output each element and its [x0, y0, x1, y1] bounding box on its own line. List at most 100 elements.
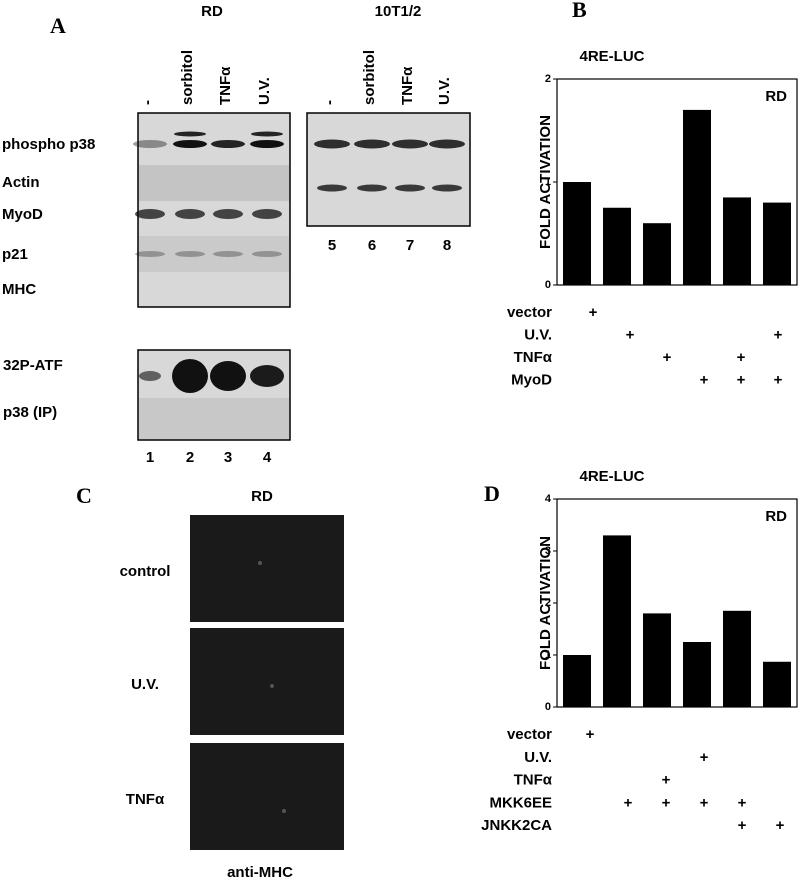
condition-label: MKK6EE — [489, 794, 552, 811]
blot — [306, 112, 471, 227]
blot-band — [175, 251, 205, 257]
condition-mark: + — [776, 817, 785, 834]
y-tick-label: 1 — [545, 176, 551, 188]
y-tick-label: 1 — [545, 649, 551, 661]
row-label: MyoD — [2, 206, 43, 223]
row-label: U.V. — [131, 676, 159, 693]
lane-number: 8 — [443, 237, 451, 254]
row-label: control — [120, 563, 171, 580]
condition-mark: + — [662, 772, 671, 789]
bar — [643, 613, 671, 707]
bar — [603, 207, 631, 285]
condition-mark: + — [737, 349, 746, 366]
condition-mark: + — [700, 749, 709, 766]
lane-number: 6 — [368, 237, 376, 254]
blot-band — [139, 371, 161, 381]
blot-band — [252, 251, 282, 257]
y-axis-label: FOLD ACTIVATION — [537, 115, 554, 249]
bar — [723, 610, 751, 707]
lane-number: 5 — [328, 237, 336, 254]
blot-strip — [139, 236, 289, 272]
condition-label: TNFα — [514, 772, 553, 789]
cell-line-label: 10T1/2 — [375, 3, 422, 20]
lane-label: TNFα — [399, 66, 416, 105]
condition-mark: + — [738, 794, 747, 811]
panel-letter: B — [572, 0, 587, 22]
blot-band — [251, 131, 283, 137]
condition-mark: + — [774, 371, 783, 388]
blot-band — [133, 140, 167, 148]
lane-label: - — [139, 100, 156, 105]
lane-number: 7 — [406, 237, 414, 254]
blot-band — [392, 139, 428, 149]
lane-number: 4 — [263, 449, 272, 466]
bar — [683, 109, 711, 286]
y-tick-label: 2 — [545, 597, 551, 609]
inset-label: RD — [765, 88, 787, 105]
bar — [643, 223, 671, 285]
plot-frame — [556, 78, 798, 286]
blot-strip — [139, 398, 289, 439]
cell-line-label: RD — [201, 3, 223, 20]
blot-band — [173, 140, 207, 148]
blot-band — [174, 131, 206, 137]
bar — [683, 642, 711, 707]
y-tick-label: 2 — [545, 73, 551, 85]
blot-band — [172, 359, 208, 393]
bar — [763, 661, 791, 707]
blot-strip — [139, 165, 289, 201]
blot-band — [210, 361, 246, 391]
bar — [723, 197, 751, 285]
panel-letter: C — [76, 483, 92, 508]
micrograph-speck — [258, 561, 262, 565]
blot-band — [395, 184, 425, 192]
condition-mark: + — [626, 326, 635, 343]
condition-mark: + — [774, 326, 783, 343]
condition-label: MyoD — [511, 371, 552, 388]
row-label: p21 — [2, 246, 28, 263]
micrograph-speck — [282, 809, 286, 813]
lane-label: sorbitol — [361, 50, 378, 105]
blot-band — [317, 184, 347, 192]
blot-band — [250, 140, 284, 148]
condition-label: vector — [507, 726, 552, 743]
lane-number: 2 — [186, 449, 194, 466]
lane-label: TNFα — [217, 66, 234, 105]
inset-label: RD — [765, 508, 787, 525]
condition-mark: + — [662, 794, 671, 811]
micrograph — [190, 743, 344, 850]
lane-label: - — [321, 100, 338, 105]
blot-band — [314, 139, 350, 149]
blot-band — [211, 140, 245, 148]
panel-title: RD — [251, 488, 273, 505]
condition-mark: + — [737, 371, 746, 388]
y-tick-label: 3 — [545, 545, 551, 557]
condition-mark: + — [700, 794, 709, 811]
bar — [763, 202, 791, 285]
condition-mark: + — [738, 817, 747, 834]
micrograph-speck — [270, 684, 274, 688]
blot-band — [135, 251, 165, 257]
caption: anti-MHC — [227, 864, 293, 881]
bar — [563, 655, 591, 707]
panel-letter: D — [484, 481, 500, 506]
row-label: MHC — [2, 281, 36, 298]
chart-title: 4RE-LUC — [579, 468, 644, 485]
micrograph — [190, 515, 344, 622]
y-tick-label: 4 — [545, 493, 552, 505]
row-label: TNFα — [126, 791, 165, 808]
blot-band — [432, 184, 462, 192]
lane-label: sorbitol — [179, 50, 196, 105]
row-label: p38 (IP) — [3, 404, 57, 421]
condition-mark: + — [589, 304, 598, 321]
condition-label: JNKK2CA — [481, 817, 552, 834]
blot-band — [213, 209, 243, 219]
blot-band — [213, 251, 243, 257]
panel-letter: A — [50, 13, 66, 38]
blot-band — [357, 184, 387, 192]
condition-label: U.V. — [524, 749, 552, 766]
blot-band — [252, 209, 282, 219]
blot-band — [175, 209, 205, 219]
condition-mark: + — [586, 726, 595, 743]
